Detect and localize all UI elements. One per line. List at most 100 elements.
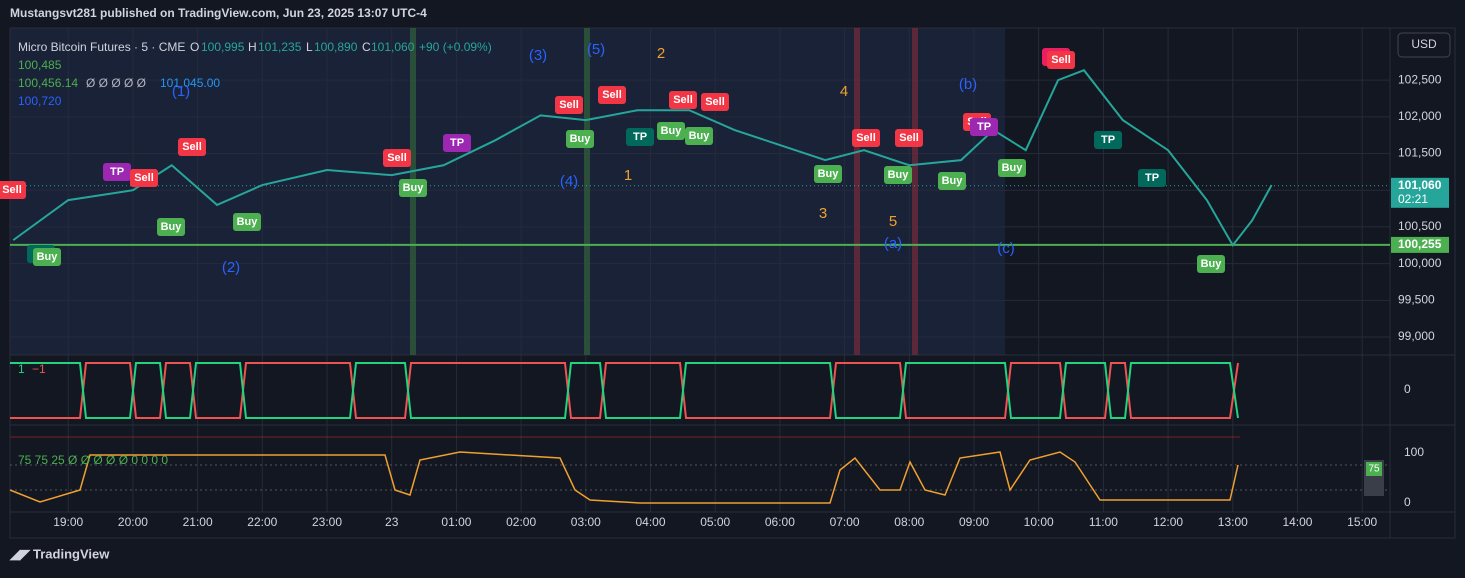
stoch-axis-top: 100	[1404, 445, 1424, 459]
signal-label: TP	[1101, 134, 1115, 146]
x-tick-label: 13:00	[1218, 515, 1248, 529]
x-tick-label: 04:00	[635, 515, 665, 529]
wave-label: (4)	[560, 173, 578, 190]
y-tick-label: 101,500	[1398, 146, 1442, 160]
footer-logo: ◢◤	[9, 546, 31, 561]
signal-box	[555, 96, 583, 114]
stochastic-lines	[9, 436, 1390, 504]
level-tag	[1391, 236, 1449, 253]
x-tick-label: 09:00	[959, 515, 989, 529]
wave-label: (2)	[222, 259, 240, 276]
currency[interactable]: USD	[1411, 37, 1437, 51]
signal-label: Sell	[673, 94, 693, 106]
x-tick-label: 02:00	[506, 515, 536, 529]
stoch-axis-bottom: 0	[1404, 495, 1411, 509]
wave-label: (1)	[172, 83, 190, 100]
legend-l-label: L	[306, 40, 313, 54]
legend-h: 101,235	[258, 40, 302, 54]
currency-button[interactable]	[1397, 32, 1451, 58]
signal-box	[895, 129, 923, 147]
signal-label: Buy	[942, 175, 964, 187]
stoch-badge-label: 75	[1368, 464, 1380, 475]
signal-label: Sell	[602, 89, 622, 101]
signal-label: Sell	[387, 152, 407, 164]
y-tick-label: 102,500	[1398, 72, 1442, 86]
signal-label: TP	[450, 137, 464, 149]
legend-h-label: H	[248, 40, 257, 54]
y-tick-label: 99,500	[1398, 292, 1435, 306]
signal-label: Buy	[37, 251, 59, 263]
signal-box	[103, 163, 131, 181]
signal-box	[938, 172, 966, 190]
signal-box	[130, 169, 158, 187]
price-line	[12, 69, 1273, 248]
wave-label: 3	[819, 205, 827, 222]
legend-c: 101,060	[371, 40, 415, 54]
x-tick-label: 23:00	[312, 515, 342, 529]
signal-box	[626, 128, 654, 146]
signal-label: Sell	[856, 132, 876, 144]
x-tick-label: 11:00	[1089, 515, 1118, 529]
wave-label: (a)	[884, 235, 902, 252]
x-tick-label: 05:00	[700, 515, 730, 529]
signal-label: Buy	[1201, 258, 1223, 270]
x-tick-label: 06:00	[765, 515, 795, 529]
legend-line3c: 101,045.00	[160, 76, 220, 90]
signal-band	[584, 28, 590, 355]
x-tick-label: 21:00	[183, 515, 213, 529]
wave-label: (b)	[959, 76, 977, 93]
signal-label: Sell	[2, 184, 22, 196]
signal-box	[33, 248, 61, 266]
x-tick-label: 15:00	[1347, 515, 1377, 529]
x-tick-label: 12:00	[1153, 515, 1183, 529]
signal-box	[233, 213, 261, 231]
legend-line2: 100,485	[18, 58, 62, 72]
x-tick-label: 22:00	[247, 515, 277, 529]
stoch-legend: 75 75 25 Ø Ø Ø Ø Ø 0 0 0 0	[18, 453, 168, 467]
signal-box	[884, 166, 912, 184]
header: Mustangsvt281 published on TradingView.c…	[10, 6, 427, 20]
stoch-badge	[1366, 462, 1382, 476]
oscillator-wave	[10, 362, 1239, 419]
signal-label: Buy	[237, 216, 259, 228]
frame	[9, 27, 1456, 539]
signal-box	[852, 129, 880, 147]
footer: TradingView	[33, 546, 110, 561]
signal-label: Sell	[1051, 54, 1071, 66]
legend-c-label: C	[362, 40, 371, 54]
signal-label: TP	[1145, 172, 1159, 184]
signal-box	[1047, 51, 1075, 69]
signal-label: TP	[977, 121, 991, 133]
signal-box	[814, 165, 842, 183]
y-tick-label: 100,000	[1398, 256, 1442, 270]
x-tick-label: 07:00	[830, 515, 860, 529]
signal-band	[854, 28, 860, 355]
legend-o-label: O	[190, 40, 199, 54]
signal-label: Sell	[899, 132, 919, 144]
signal-label: Sell	[559, 99, 579, 111]
signal-label: Buy	[689, 130, 711, 142]
signal-box	[178, 138, 206, 156]
signal-label: Sell	[705, 96, 725, 108]
signal-label: Sell	[134, 172, 154, 184]
countdown: 02:21	[1398, 192, 1428, 206]
signal-box	[998, 159, 1026, 177]
osc-axis: 0	[1404, 382, 1411, 396]
legend-l: 100,890	[314, 40, 358, 54]
signal-label: Buy	[661, 125, 683, 137]
legend-symbol: Micro Bitcoin Futures · 5 · CME	[18, 40, 185, 54]
wave-label: 5	[889, 213, 897, 230]
signal-box	[1138, 169, 1166, 187]
x-tick-label: 10:00	[1024, 515, 1054, 529]
legend-change: +90 (+0.09%)	[419, 40, 492, 54]
last-price-label: 101,060	[1398, 178, 1442, 192]
y-tick-label: 100,500	[1398, 219, 1442, 233]
wave-label: (3)	[529, 47, 547, 64]
signal-label: Buy	[570, 133, 592, 145]
signal-label: TP	[633, 131, 647, 143]
signal-label: Sell	[182, 141, 202, 153]
legend-line4: 100,720	[18, 94, 62, 108]
x-tick-label: 14:00	[1282, 515, 1312, 529]
x-tick-label: 23	[385, 515, 399, 529]
signal-label: Buy	[161, 221, 183, 233]
